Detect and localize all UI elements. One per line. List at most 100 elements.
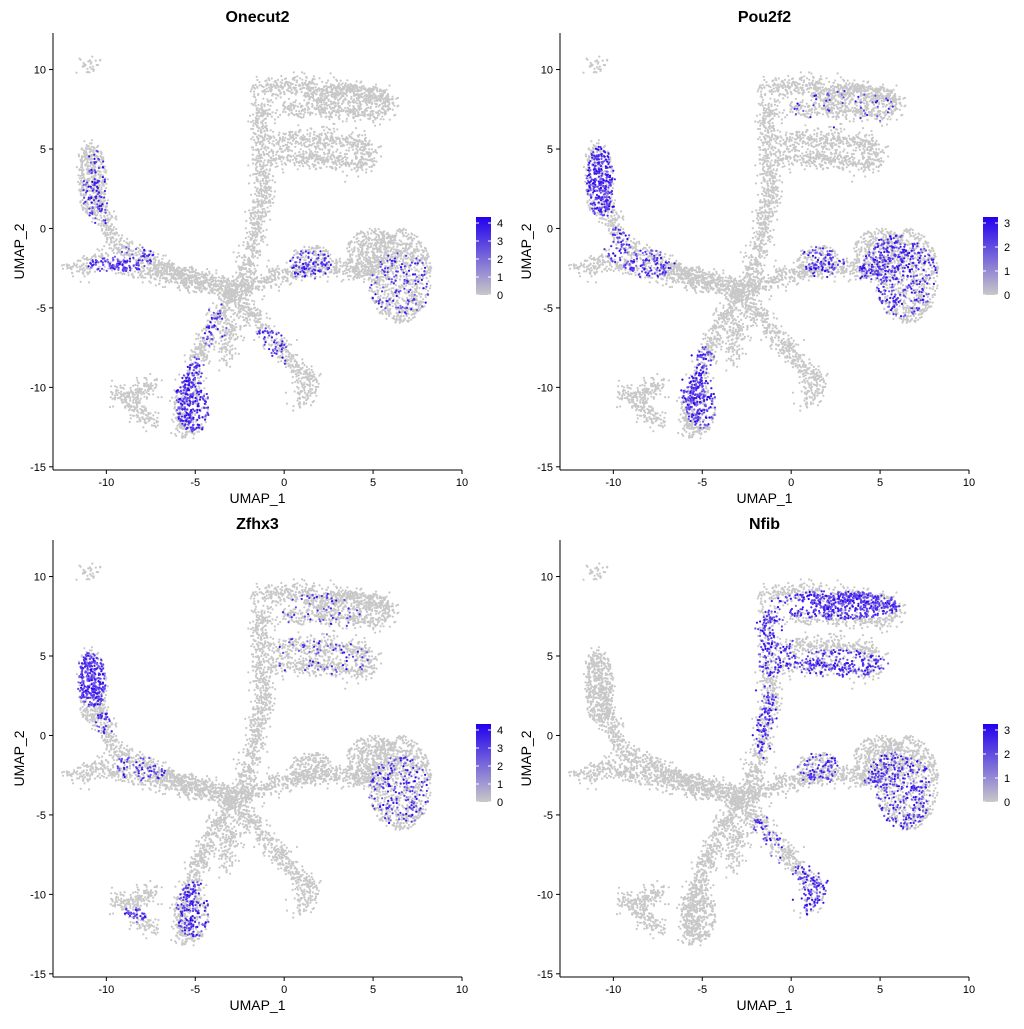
data-point: [387, 101, 389, 103]
data-point: [340, 142, 342, 144]
panel-onecut2: Onecut2-10 -5 0 5 10-15-10-50510UMAP_1UMAP_2…: [11, 9, 503, 506]
data-point: [290, 155, 292, 157]
data-point: [299, 116, 301, 118]
data-point: [96, 248, 98, 250]
data-point: [348, 278, 350, 280]
data-point: [222, 326, 224, 328]
data-point: [244, 292, 246, 294]
data-point: [261, 135, 263, 137]
data-point: [265, 312, 267, 314]
data-point: [144, 389, 146, 391]
data-point: [203, 277, 205, 279]
data-point: [291, 131, 293, 133]
data-point: [316, 83, 318, 85]
data-point: [226, 282, 228, 284]
data-point: [262, 235, 264, 237]
data-point: [266, 112, 268, 114]
data-point: [109, 406, 111, 408]
data-point: [284, 276, 286, 278]
data-point: [302, 396, 304, 398]
data-point: [312, 154, 314, 156]
data-point: [124, 252, 126, 254]
data-point: [324, 107, 326, 109]
data-point: [342, 271, 344, 273]
data-point: [216, 284, 218, 286]
data-point: [268, 260, 270, 262]
data-point: [310, 404, 312, 406]
data-point: [302, 150, 304, 152]
data-point: [252, 104, 254, 106]
data-point: [231, 301, 233, 303]
data-point: [93, 255, 95, 257]
data-point: [75, 265, 77, 267]
data-point: [224, 295, 226, 297]
data-point: [248, 268, 250, 270]
data-point: [113, 210, 115, 212]
data-point: [345, 159, 347, 161]
data-point: [108, 243, 110, 245]
data-point: [95, 210, 97, 212]
data-point: [278, 290, 280, 292]
data-point: [175, 269, 177, 271]
data-point: [286, 403, 288, 405]
data-point: [227, 284, 229, 286]
data-point: [275, 162, 277, 164]
data-point: [209, 273, 211, 275]
data-point: [353, 276, 355, 278]
data-point: [302, 376, 304, 378]
data-point: [292, 376, 294, 378]
data-point: [105, 206, 107, 208]
data-point: [86, 267, 88, 269]
data-point: [314, 392, 316, 394]
data-point: [138, 387, 140, 389]
data-point: [256, 115, 258, 117]
data-point: [257, 221, 259, 223]
data-point: [116, 386, 118, 388]
data-point: [152, 258, 154, 260]
data-point: [334, 262, 336, 264]
data-point: [184, 269, 186, 271]
data-point: [218, 351, 220, 353]
data-point: [194, 351, 196, 353]
data-point: [132, 385, 134, 387]
data-point: [71, 272, 73, 274]
data-point: [259, 321, 261, 323]
data-point: [190, 359, 192, 361]
data-point: [261, 167, 263, 169]
data-point: [350, 109, 352, 111]
data-point: [187, 269, 189, 271]
data-point: [238, 274, 240, 276]
data-point: [119, 238, 121, 240]
data-point: [284, 137, 286, 139]
data-point: [312, 380, 314, 382]
data-point: [198, 272, 200, 274]
data-point: [258, 127, 260, 129]
data-point: [293, 370, 295, 372]
data-point: [309, 372, 311, 374]
data-point: [347, 265, 349, 267]
data-point: [253, 300, 255, 302]
data-point: [123, 388, 125, 390]
data-point: [354, 111, 356, 113]
data-point: [270, 86, 272, 88]
data-point: [178, 287, 180, 289]
data-point: [228, 307, 230, 309]
data-point: [261, 157, 263, 159]
data-point: [290, 274, 292, 276]
data-point: [293, 138, 295, 140]
data-point: [221, 307, 223, 309]
data-point: [254, 201, 256, 203]
data-point: [290, 105, 292, 107]
data-point: [284, 84, 286, 86]
data-point: [195, 333, 197, 335]
data-point: [264, 133, 266, 135]
data-point: [307, 376, 309, 378]
data-point: [280, 92, 282, 94]
data-point: [253, 93, 255, 95]
data-point: [295, 105, 297, 107]
data-point: [128, 253, 130, 255]
data-point: [250, 312, 252, 314]
data-point: [123, 395, 125, 397]
data-point: [282, 271, 284, 273]
data-point: [342, 82, 344, 84]
